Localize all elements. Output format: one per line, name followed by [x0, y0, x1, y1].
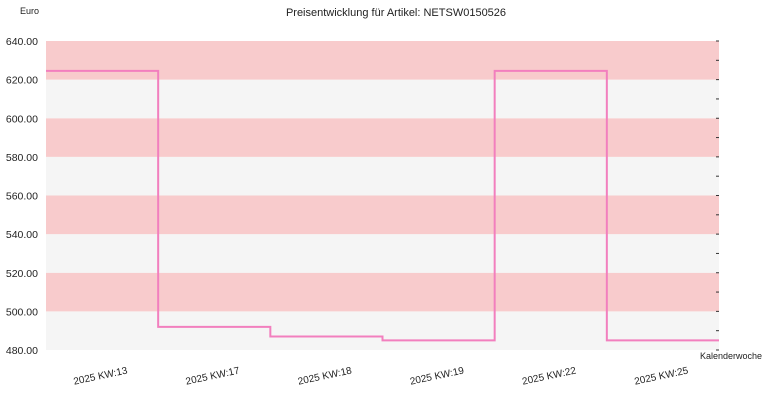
background-bands: [46, 41, 719, 350]
y-tick-label: 500.00: [6, 306, 38, 318]
price-series-line: [46, 69, 719, 342]
grid-band: [46, 79, 719, 119]
grid-band: [46, 118, 719, 157]
x-tick-label: 2025 KW:22: [521, 365, 577, 387]
series-layer: [46, 69, 719, 342]
x-tick-label: 2025 KW:17: [185, 365, 241, 387]
chart-title: Preisentwicklung für Artikel: NETSW01505…: [286, 7, 506, 19]
x-tick-label: 2025 KW:25: [633, 365, 689, 387]
x-tick-label: 2025 KW:19: [409, 365, 465, 387]
grid-band: [46, 156, 719, 196]
grid-band: [46, 272, 719, 312]
grid-band: [46, 41, 719, 80]
y-tick-label: 560.00: [6, 191, 38, 203]
y-tick-label: 620.00: [6, 75, 38, 87]
grid-band: [46, 311, 719, 350]
y-tick-label: 480.00: [6, 345, 38, 357]
y-axis-label: Euro: [20, 6, 39, 16]
y-axis: 480.00 500.00 520.00 540.00 560.00 580.00 600.…: [6, 36, 719, 357]
grid-band: [46, 195, 719, 235]
y-tick-label: 520.00: [6, 268, 38, 280]
y-tick-label: 600.00: [6, 113, 38, 125]
grid-band: [46, 234, 719, 273]
x-tick-label: 2025 KW:18: [297, 365, 353, 387]
y-tick-label: 540.00: [6, 229, 38, 241]
x-axis: 2025 KW:13 2025 KW:17 2025 KW:18 2025 KW:19…: [73, 365, 690, 387]
x-axis-label: Kalenderwoche: [700, 351, 762, 361]
y-tick-label: 640.00: [6, 36, 38, 48]
x-tick-label: 2025 KW:13: [73, 365, 129, 387]
y-tick-label: 580.00: [6, 152, 38, 164]
